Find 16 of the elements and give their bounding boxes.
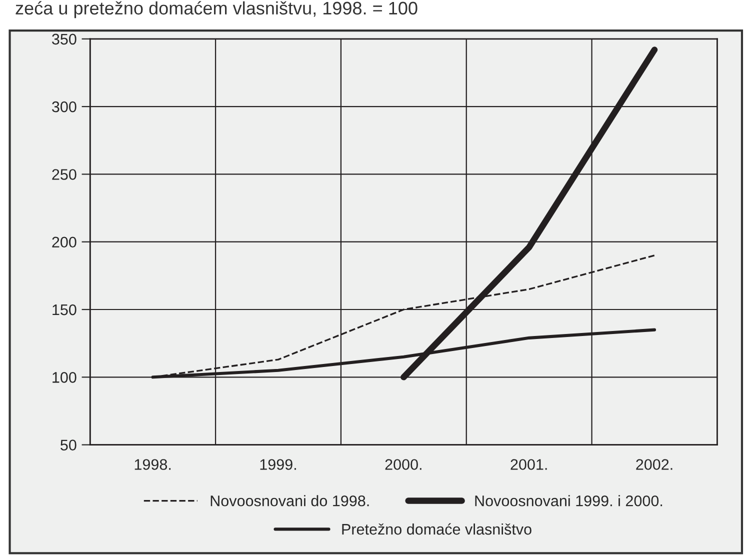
x-tick-label: 2001. bbox=[510, 459, 547, 470]
y-tick-label: 250 bbox=[52, 169, 76, 180]
legend-label: Novoosnovani 1999. i 2000. bbox=[475, 495, 662, 506]
y-tick-label: 50 bbox=[60, 440, 76, 450]
x-tick-label: 2002. bbox=[636, 459, 672, 470]
y-tick-label: 100 bbox=[52, 372, 76, 383]
legend-label: Pretežno domaće vlasništvo bbox=[342, 523, 532, 535]
y-tick-label: 350 bbox=[52, 34, 76, 45]
y-tick-label: 150 bbox=[52, 304, 76, 316]
x-tick-label: 1998. bbox=[134, 459, 171, 470]
x-tick-label: 2000. bbox=[385, 459, 422, 470]
y-tick-label: 300 bbox=[52, 101, 76, 112]
y-tick-label: 200 bbox=[52, 236, 76, 248]
chart-title: zeća u pretežno domaćem vlasništvu, 1998. = 100 bbox=[16, 1, 418, 18]
legend-label: Novoosnovani do 1998. bbox=[210, 495, 369, 506]
x-tick-label: 1999. bbox=[260, 459, 296, 470]
